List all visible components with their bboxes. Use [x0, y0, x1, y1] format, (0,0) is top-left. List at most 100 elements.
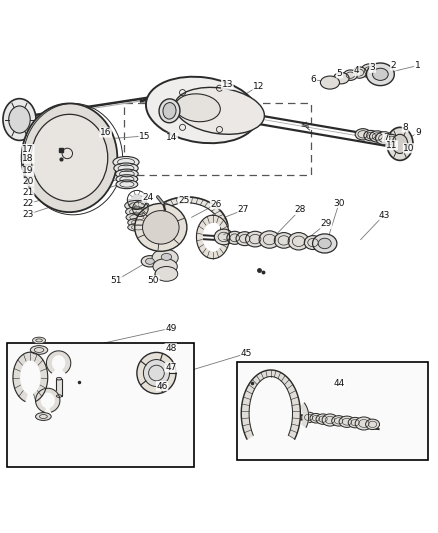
Ellipse shape [331, 416, 345, 426]
Ellipse shape [113, 163, 138, 173]
Ellipse shape [301, 412, 315, 423]
Ellipse shape [320, 76, 339, 89]
Ellipse shape [162, 102, 176, 119]
Ellipse shape [145, 77, 258, 143]
Text: 50: 50 [147, 276, 159, 285]
Ellipse shape [145, 258, 154, 264]
Text: 26: 26 [210, 200, 221, 209]
Polygon shape [145, 197, 228, 244]
Text: 14: 14 [166, 133, 177, 142]
Ellipse shape [155, 266, 177, 281]
Text: 9: 9 [414, 128, 420, 137]
Polygon shape [46, 351, 71, 373]
Text: 10: 10 [403, 144, 414, 153]
Ellipse shape [226, 231, 242, 244]
Ellipse shape [214, 229, 233, 245]
Ellipse shape [32, 337, 46, 344]
Ellipse shape [125, 207, 148, 216]
Bar [237, 362, 427, 460]
Ellipse shape [113, 157, 139, 168]
Ellipse shape [141, 256, 158, 267]
Ellipse shape [159, 99, 180, 123]
Ellipse shape [288, 232, 308, 250]
Text: 29: 29 [320, 220, 331, 228]
Text: 45: 45 [240, 349, 251, 358]
Ellipse shape [127, 223, 148, 231]
Text: 3: 3 [369, 63, 374, 72]
Ellipse shape [333, 72, 348, 84]
Ellipse shape [338, 416, 354, 427]
Ellipse shape [35, 413, 51, 421]
Text: 17: 17 [22, 144, 34, 154]
Text: 23: 23 [22, 210, 34, 219]
Text: 28: 28 [293, 206, 305, 214]
Text: 4: 4 [353, 66, 358, 75]
Ellipse shape [258, 231, 279, 248]
Ellipse shape [386, 127, 412, 160]
Text: 44: 44 [333, 379, 344, 389]
Circle shape [135, 204, 145, 213]
Ellipse shape [312, 234, 336, 253]
Ellipse shape [30, 345, 48, 354]
Text: 8: 8 [401, 123, 407, 132]
Ellipse shape [304, 236, 321, 249]
Ellipse shape [21, 103, 117, 212]
Text: 18: 18 [22, 154, 34, 163]
Text: 13: 13 [221, 80, 233, 89]
Polygon shape [241, 370, 300, 439]
Text: 24: 24 [142, 193, 153, 203]
Text: 16: 16 [99, 128, 111, 137]
Ellipse shape [367, 64, 392, 84]
Ellipse shape [354, 128, 370, 140]
Ellipse shape [174, 87, 264, 134]
Ellipse shape [309, 414, 321, 423]
Ellipse shape [152, 259, 177, 274]
Polygon shape [35, 388, 60, 412]
Text: 12: 12 [252, 82, 264, 91]
Bar [7, 343, 194, 466]
Ellipse shape [116, 180, 138, 189]
Text: 21: 21 [22, 188, 34, 197]
Text: 19: 19 [22, 166, 34, 175]
Ellipse shape [372, 68, 387, 80]
Ellipse shape [152, 249, 178, 266]
Text: 6: 6 [310, 75, 315, 84]
Ellipse shape [124, 200, 149, 211]
Ellipse shape [245, 231, 264, 247]
Ellipse shape [116, 175, 138, 183]
Polygon shape [232, 111, 237, 119]
Ellipse shape [156, 251, 176, 263]
Ellipse shape [274, 232, 293, 248]
Ellipse shape [9, 106, 30, 133]
Ellipse shape [57, 395, 61, 398]
Ellipse shape [236, 232, 253, 246]
Ellipse shape [360, 64, 378, 78]
Text: 2: 2 [390, 61, 396, 70]
Ellipse shape [142, 211, 179, 244]
Text: 1: 1 [413, 61, 419, 70]
Ellipse shape [126, 213, 148, 222]
Ellipse shape [318, 238, 331, 249]
Ellipse shape [391, 134, 407, 154]
Ellipse shape [31, 114, 107, 201]
Ellipse shape [354, 417, 372, 430]
Ellipse shape [315, 414, 329, 424]
Ellipse shape [383, 134, 397, 145]
Ellipse shape [3, 99, 36, 140]
Ellipse shape [143, 360, 169, 386]
Text: 43: 43 [377, 211, 389, 220]
Circle shape [131, 194, 142, 206]
Ellipse shape [347, 417, 361, 428]
Polygon shape [13, 352, 48, 401]
Ellipse shape [321, 414, 337, 426]
Text: 25: 25 [178, 196, 189, 205]
Ellipse shape [369, 131, 384, 142]
Ellipse shape [115, 169, 138, 179]
Text: 46: 46 [156, 382, 167, 391]
Text: 27: 27 [237, 206, 248, 214]
Text: 22: 22 [22, 199, 34, 208]
Text: 5: 5 [336, 69, 342, 78]
Ellipse shape [127, 218, 148, 227]
Ellipse shape [365, 419, 379, 430]
Text: 7: 7 [382, 133, 388, 142]
